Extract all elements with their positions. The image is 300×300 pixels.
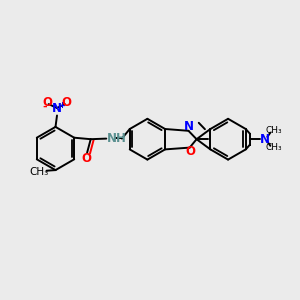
Text: NH: NH bbox=[106, 132, 127, 145]
Text: O: O bbox=[61, 96, 71, 109]
Text: O: O bbox=[82, 152, 92, 165]
Text: CH₃: CH₃ bbox=[265, 126, 282, 135]
Text: CH₃: CH₃ bbox=[265, 143, 282, 152]
Text: N: N bbox=[52, 101, 62, 115]
Text: O: O bbox=[185, 145, 195, 158]
Text: -: - bbox=[42, 101, 47, 112]
Text: O: O bbox=[42, 95, 52, 109]
Text: N: N bbox=[260, 133, 270, 146]
Text: N: N bbox=[184, 120, 194, 133]
Text: CH₃: CH₃ bbox=[29, 167, 49, 177]
Text: +: + bbox=[58, 100, 65, 109]
